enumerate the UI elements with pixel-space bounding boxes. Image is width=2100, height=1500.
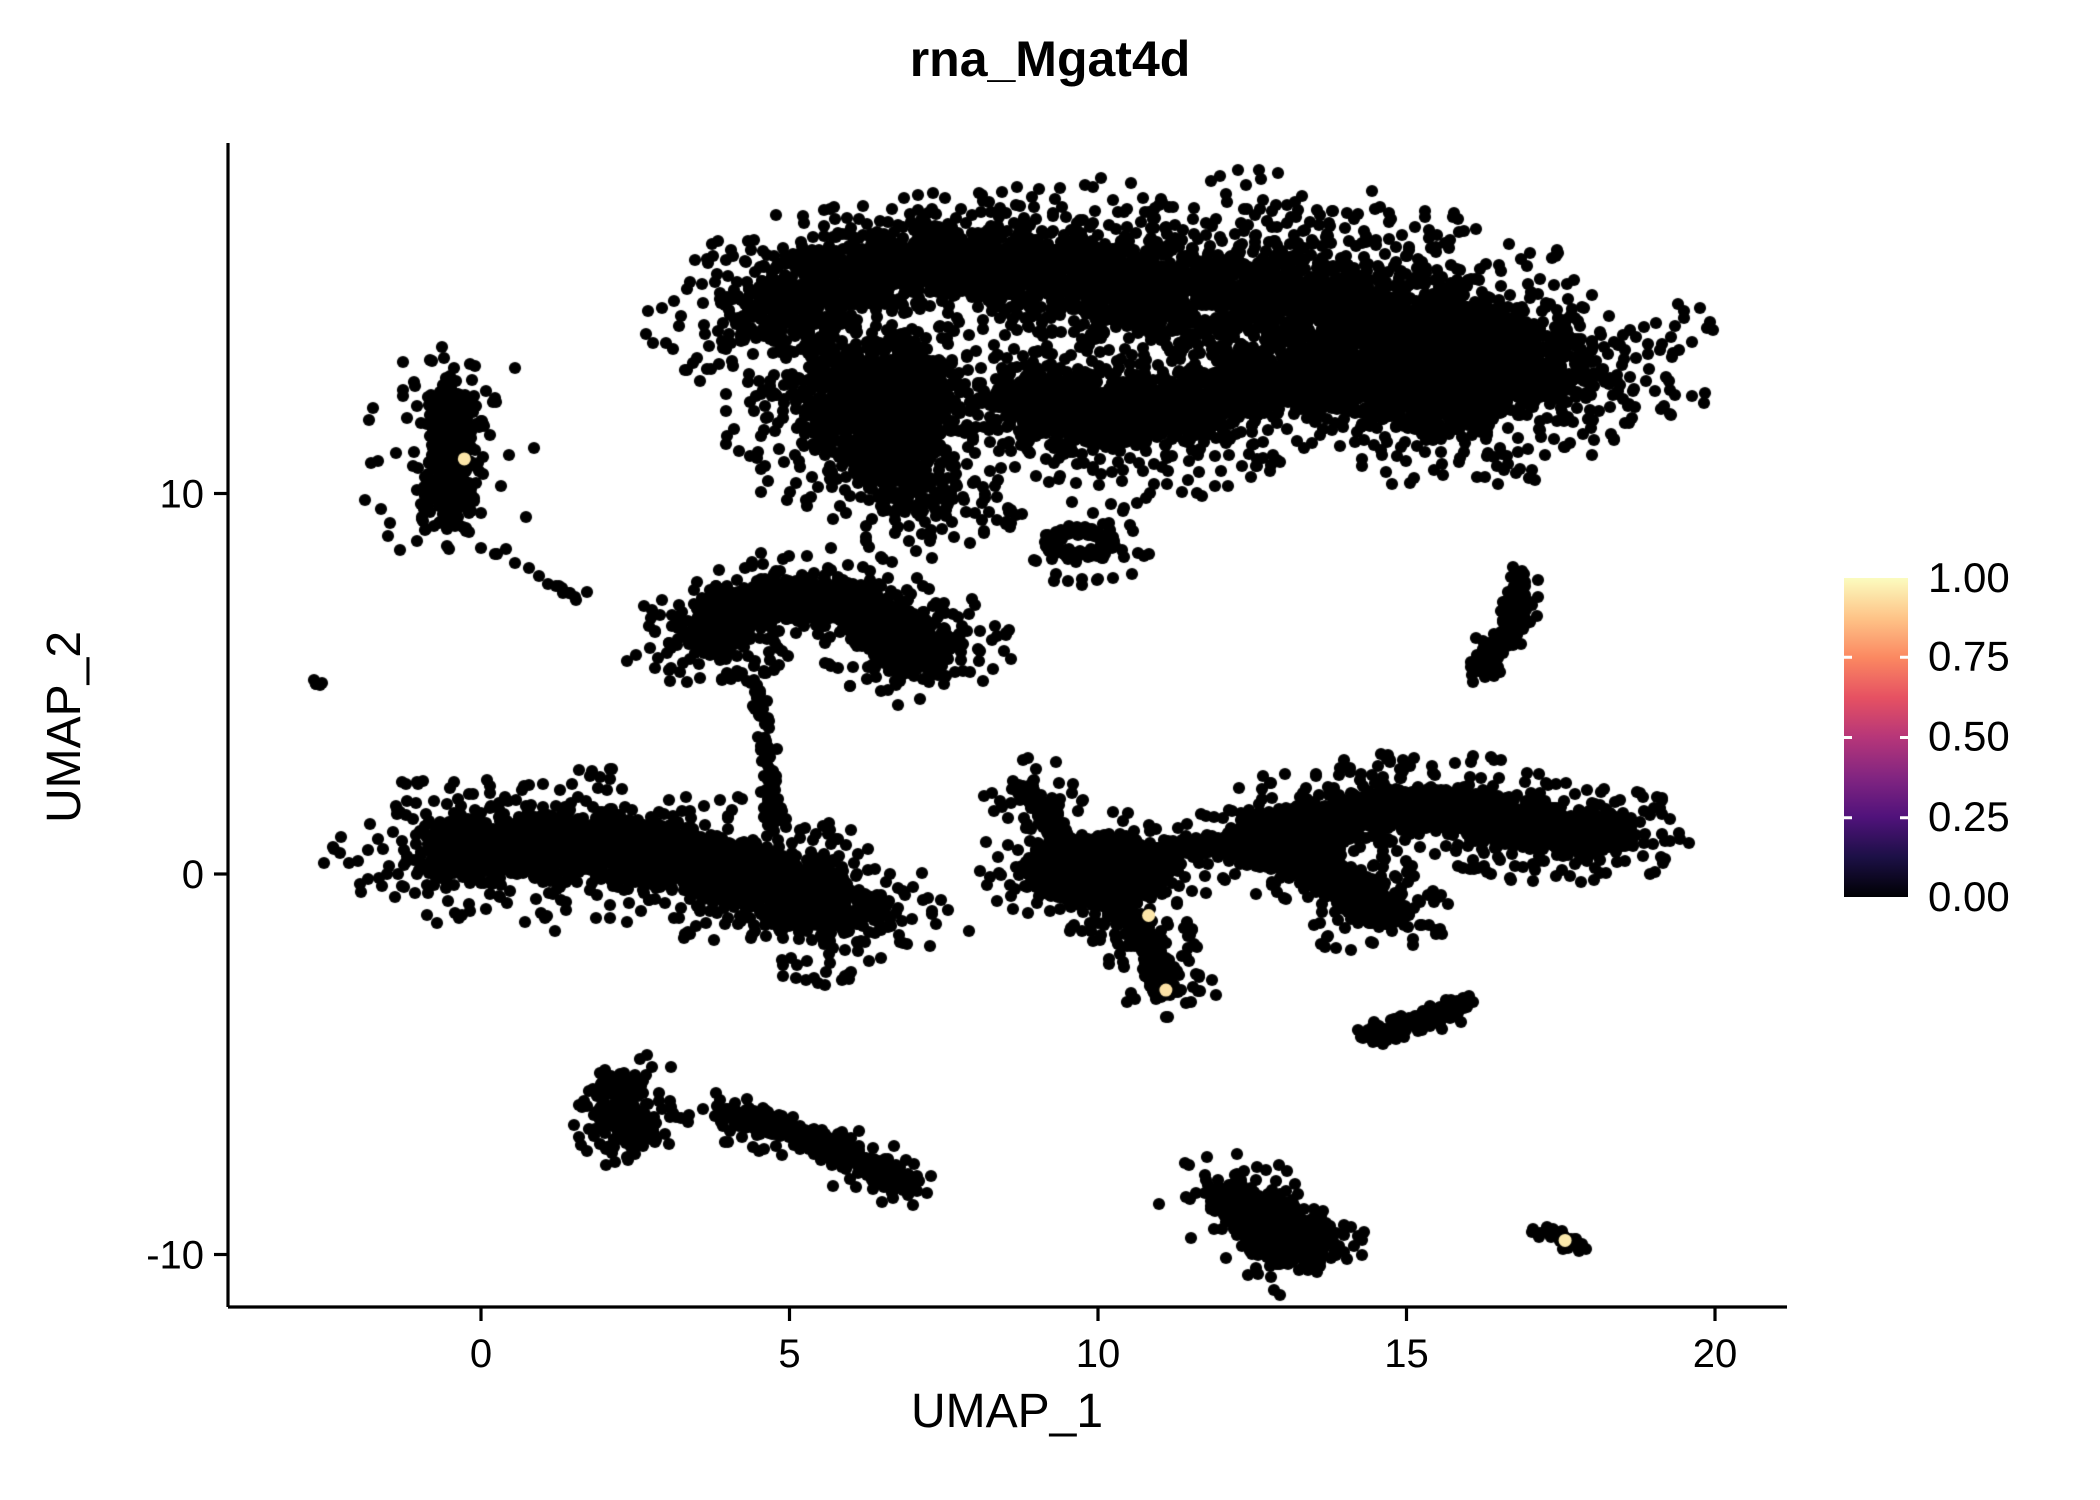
svg-text:0.25: 0.25 (1928, 793, 2010, 840)
svg-text:15: 15 (1384, 1332, 1429, 1376)
svg-text:0.75: 0.75 (1928, 632, 2010, 679)
svg-text:0.00: 0.00 (1928, 873, 2010, 920)
svg-text:0: 0 (470, 1332, 492, 1376)
svg-text:-10: -10 (146, 1234, 204, 1278)
svg-text:20: 20 (1693, 1332, 1738, 1376)
svg-text:UMAP_1: UMAP_1 (911, 1385, 1103, 1438)
svg-text:0.50: 0.50 (1928, 713, 2010, 760)
svg-text:10: 10 (1076, 1332, 1121, 1376)
svg-text:5: 5 (778, 1332, 800, 1376)
svg-text:UMAP_2: UMAP_2 (38, 631, 91, 823)
svg-text:0: 0 (182, 853, 204, 897)
svg-text:1.00: 1.00 (1928, 554, 2010, 601)
svg-text:10: 10 (160, 473, 205, 517)
